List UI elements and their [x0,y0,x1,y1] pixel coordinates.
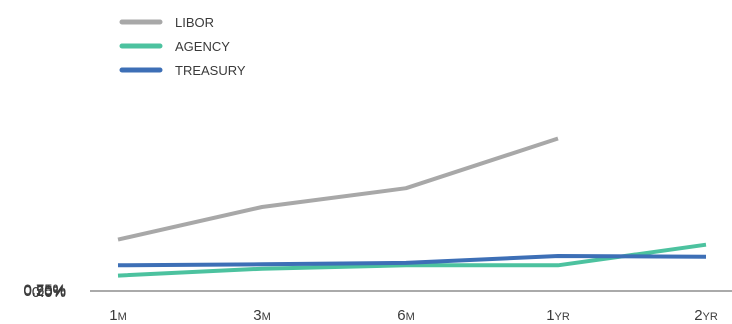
x-tick-label: 3M [253,307,271,324]
x-tick-main: 1 [546,307,554,324]
x-tick-suffix: YR [555,311,570,323]
x-tick-main: 1 [109,307,117,324]
x-tick-main: 6 [397,307,405,324]
series-lines [117,136,707,278]
series-line-libor [117,136,559,242]
axes: 0.0%0.25%0.50%0.75%1M 3M 6M 1YR 2YR [23,281,732,324]
x-tick-suffix: M [406,311,415,323]
legend-label-libor: LIBOR [175,15,214,30]
x-tick-label: 1YR [546,307,570,324]
legend: LIBOR AGENCY TREASURY [119,15,246,78]
legend-label-treasury: TREASURY [175,63,246,78]
x-tick-suffix: YR [703,311,718,323]
x-tick-main: 2 [694,307,702,324]
x-tick-label: 2YR [694,307,718,324]
y-tick-label: 0.25% [23,283,66,300]
x-tick-suffix: M [118,311,127,323]
x-tick-main: 3 [253,307,261,324]
y-tick-label: 0.0% [32,284,66,301]
legend-label-agency: AGENCY [175,39,230,54]
y-tick-label: 0.75% [23,281,66,298]
y-tick-label: 0.50% [23,282,66,299]
x-tick-label: 6M [397,307,415,324]
x-tick-suffix: M [262,311,271,323]
series-line-agency [117,242,707,278]
x-tick-label: 1M [109,307,127,324]
series-line-treasury [117,254,707,268]
